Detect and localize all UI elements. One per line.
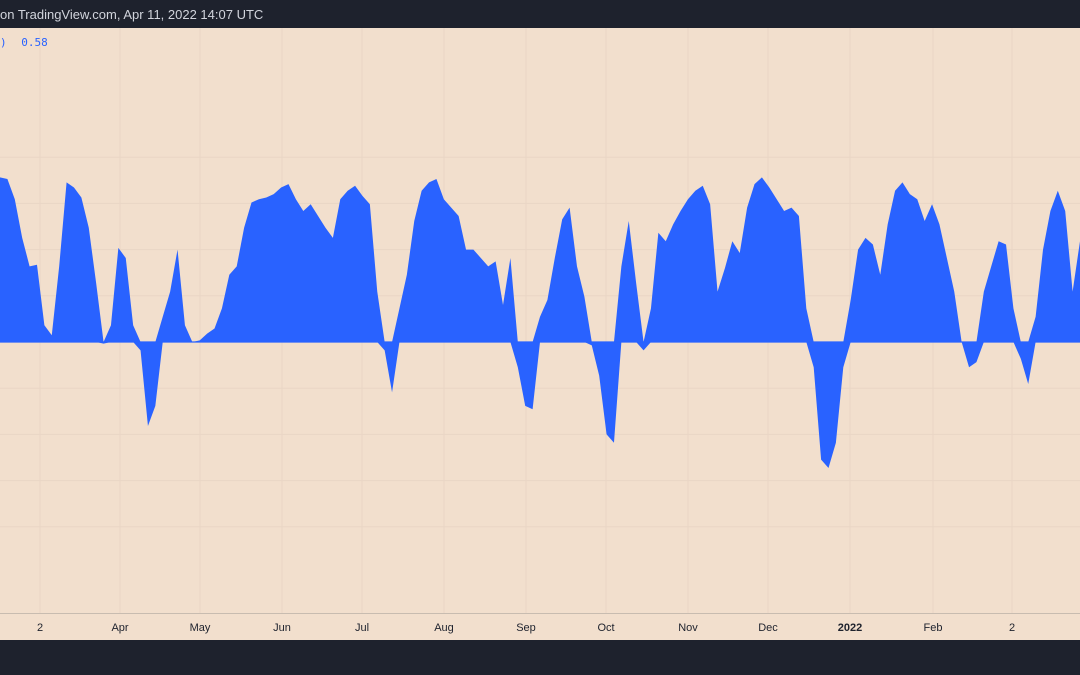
legend-value: 0.58 — [21, 36, 48, 49]
time-axis[interactable]: 2 Apr May Jun Jul Aug Sep Oct Nov Dec 2022 Feb 2 — [0, 613, 1080, 640]
x-tick-label: Jul — [355, 622, 369, 634]
x-tick-label: 2 — [1009, 622, 1015, 634]
x-tick-label: Feb — [924, 622, 943, 634]
x-tick-label: Nov — [678, 622, 698, 634]
bottom-toolbar — [0, 640, 1080, 675]
series-area-positive — [0, 177, 1080, 342]
x-tick-label: Aug — [434, 622, 454, 634]
plot-area[interactable] — [0, 28, 1080, 613]
x-tick-label: Sep — [516, 622, 536, 634]
x-tick-label: Jun — [273, 622, 291, 634]
chart-svg — [0, 28, 1080, 613]
x-tick-label: 2022 — [838, 622, 862, 634]
x-tick-label: Dec — [758, 622, 778, 634]
x-tick-label: May — [190, 622, 211, 634]
attribution-text: on TradingView.com, Apr 11, 2022 14:07 U… — [0, 7, 264, 22]
series-area-negative — [0, 342, 1080, 468]
x-tick-label: Oct — [597, 622, 614, 634]
x-tick-label: Apr — [111, 622, 128, 634]
x-tick-label: 2 — [37, 622, 43, 634]
legend-bracket: ) — [0, 36, 7, 49]
attribution-bar: on TradingView.com, Apr 11, 2022 14:07 U… — [0, 0, 1080, 28]
indicator-legend: ) 0.58 — [0, 36, 48, 50]
time-axis-svg: 2 Apr May Jun Jul Aug Sep Oct Nov Dec 2022 Feb 2 — [37, 622, 1015, 634]
